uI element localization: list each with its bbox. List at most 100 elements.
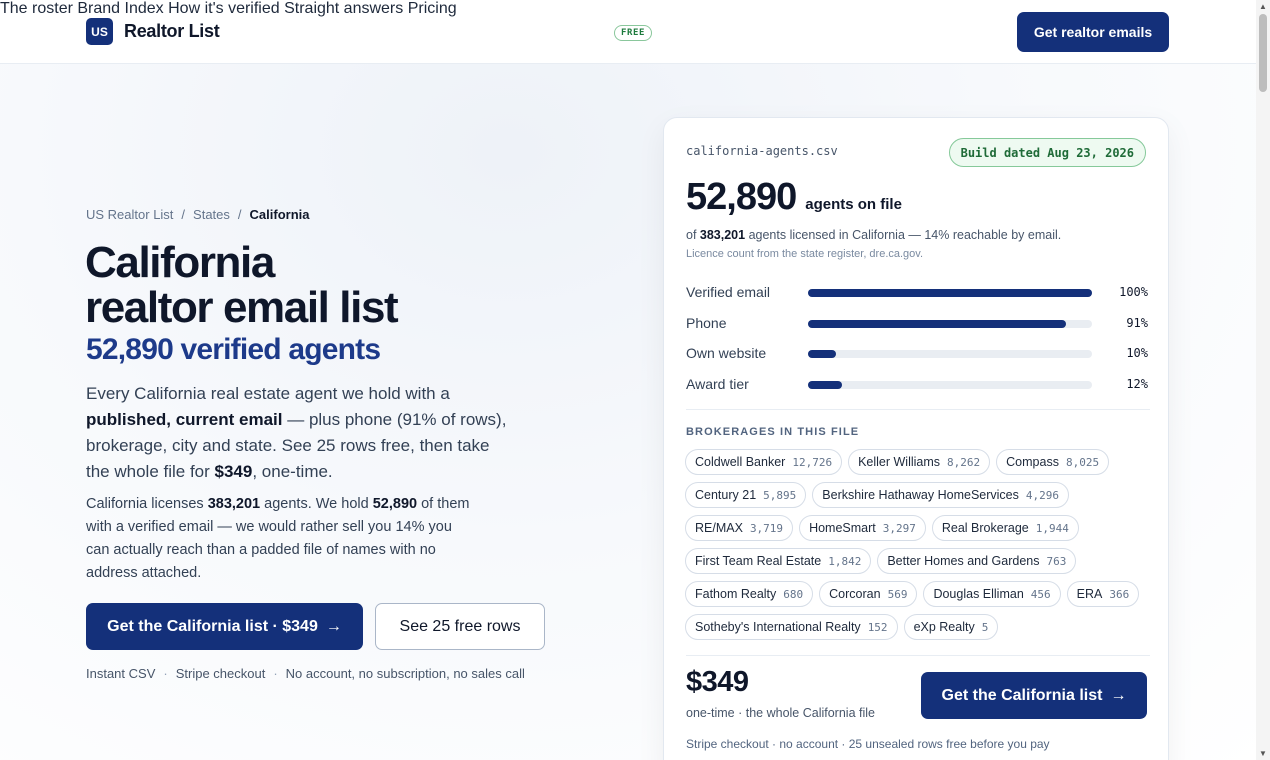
brokerage-name: eXp Realty <box>913 620 975 634</box>
breadcrumb-separator: / <box>181 207 186 222</box>
brokerage-chip[interactable]: First Team Real Estate 1,842 <box>685 548 872 574</box>
get-realtor-emails-button[interactable]: Get realtor emails <box>1017 12 1169 52</box>
brokerage-chip[interactable]: Fathom Realty 680 <box>685 581 814 607</box>
brokerage-count: 152 <box>867 620 888 634</box>
brokerage-name: Berkshire Hathaway HomeServices <box>822 488 1019 502</box>
logo-mark: US <box>86 18 113 45</box>
card-footnote: Stripe checkout · no account · 25 unseal… <box>686 737 1050 751</box>
logo[interactable]: US Realtor List <box>86 18 220 45</box>
brokerage-count: 569 <box>887 587 908 601</box>
nav-link-straight-answers[interactable]: Straight answers <box>284 0 404 17</box>
top-nav-bar: US Realtor List The roster Brand Index F… <box>0 0 1256 64</box>
brokerage-chip[interactable]: Corcoran 569 <box>819 581 918 607</box>
logo-text: Realtor List <box>124 21 220 41</box>
brokerage-chip[interactable]: Compass 8,025 <box>996 449 1110 475</box>
brokerage-count: 8,262 <box>947 455 981 469</box>
coverage-label: Own website <box>686 345 767 361</box>
brokerage-name: Century 21 <box>695 488 757 502</box>
scroll-down-icon[interactable]: ▼ <box>1259 749 1267 758</box>
nav-link-pricing[interactable]: Pricing <box>407 0 457 17</box>
coverage-percent: 10% <box>1126 346 1148 360</box>
coverage-fill <box>808 289 1092 297</box>
brokerage-name: HomeSmart <box>809 521 876 535</box>
breadcrumb-states[interactable]: States <box>193 207 230 222</box>
coverage-label: Phone <box>686 314 727 331</box>
brokerage-chip[interactable]: ERA 366 <box>1066 581 1140 607</box>
price-subtext: one-time · the whole California file <box>686 706 875 720</box>
brokerage-name: Sotheby's International Realty <box>695 620 861 634</box>
brokerage-count: 3,297 <box>882 521 916 535</box>
brokerage-name: ERA <box>1076 587 1103 601</box>
brokerage-count: 4,296 <box>1025 488 1060 502</box>
lede-paragraph: Every California real estate agent we ho… <box>86 384 507 481</box>
brokerage-count: 366 <box>1109 587 1130 601</box>
brokerage-count: 5,895 <box>763 488 797 502</box>
brokerage-count: 1,842 <box>828 554 862 568</box>
brokerage-count: 456 <box>1030 587 1051 601</box>
coverage-bars: Verified email 100% Phone 91% Own website 10%… <box>686 282 1148 404</box>
checkout-footnote: Instant CSV · Stripe checkout · No accou… <box>86 666 525 681</box>
breadcrumb-current: California <box>249 207 310 222</box>
brokerage-chip[interactable]: Century 21 5,895 <box>685 482 807 508</box>
brokerage-count: 3,719 <box>749 521 784 535</box>
brokerage-chip[interactable]: Real Brokerage 1,944 <box>931 515 1079 541</box>
file-name: california-agents.csv <box>686 144 838 158</box>
arrow-right-icon: → <box>325 617 342 635</box>
coverage-track <box>808 380 1092 389</box>
licensing-paragraph: California licenses 383,201 agents. We h… <box>86 496 470 581</box>
brokerage-name: Better Homes and Gardens <box>887 554 1040 568</box>
licence-source: Licence count from the state register, d… <box>686 248 924 260</box>
card-get-california-list-button[interactable]: Get the California list → <box>921 672 1147 719</box>
breadcrumb: US Realtor List / States / California <box>86 207 310 222</box>
scrollbar[interactable]: ▲ ▼ <box>1256 0 1270 760</box>
coverage-percent: 91% <box>1126 315 1148 330</box>
coverage-track <box>808 289 1092 297</box>
brokerage-chip[interactable]: HomeSmart 3,297 <box>799 515 926 541</box>
nav-link-how-verified[interactable]: How it's verified <box>168 0 280 17</box>
brokerage-name: Real Brokerage <box>941 521 1029 535</box>
file-summary-card: california-agents.csv Build dated Aug 23… <box>663 117 1169 760</box>
brokerage-name: First Team Real Estate <box>695 554 822 568</box>
free-badge: FREE <box>614 25 653 41</box>
coverage-row: Phone 91% <box>686 313 1148 344</box>
arrow-right-icon: → <box>1110 686 1127 704</box>
brokerage-chip[interactable]: RE/MAX 3,719 <box>685 515 794 541</box>
coverage-percent: 12% <box>1126 376 1148 391</box>
get-california-list-button[interactable]: Get the California list · $349 → <box>86 603 363 650</box>
brokerage-chip[interactable]: Keller Williams 8,262 <box>848 449 991 475</box>
nav-link-brand-index[interactable]: Brand Index <box>77 0 164 17</box>
breadcrumb-home[interactable]: US Realtor List <box>86 207 174 222</box>
price: $349 <box>686 666 749 698</box>
brokerage-chip[interactable]: Coldwell Banker 12,726 <box>685 449 843 475</box>
brokerage-count: 1,944 <box>1035 521 1069 535</box>
scroll-up-icon[interactable]: ▲ <box>1259 2 1267 11</box>
brokerage-chip[interactable]: Better Homes and Gardens 763 <box>877 548 1077 574</box>
agent-count: 52,890 agents on file <box>686 176 902 218</box>
brokerage-count: 8,025 <box>1065 455 1100 469</box>
brokerage-count: 12,726 <box>792 455 833 469</box>
coverage-percent: 100% <box>1119 285 1148 299</box>
coverage-row: Verified email 100% <box>686 282 1148 313</box>
divider <box>686 409 1150 410</box>
brokerage-chip[interactable]: Douglas Elliman 456 <box>923 581 1061 607</box>
see-free-rows-button[interactable]: See 25 free rows <box>375 603 545 650</box>
brokerage-count: 680 <box>783 587 804 601</box>
coverage-fill <box>808 350 837 358</box>
nav-link-roster[interactable]: The roster <box>0 0 73 17</box>
brokerage-name: Corcoran <box>829 587 881 601</box>
brokerage-chip[interactable]: Berkshire Hathaway HomeServices 4,296 <box>812 482 1070 508</box>
title-line-2: realtor email list <box>85 283 399 332</box>
page-title: California realtor email list <box>85 240 605 330</box>
title-line-1: California <box>85 238 275 287</box>
brokerage-chips: Coldwell Banker 12,726 Keller Williams 8,26… <box>685 449 1153 640</box>
brokerage-name: Compass <box>1006 455 1059 469</box>
coverage-label: Verified email <box>686 284 771 300</box>
coverage-row: Award tier 12% <box>686 374 1148 405</box>
scroll-thumb[interactable] <box>1259 14 1267 92</box>
brokerages-heading: BROKERAGES IN THIS FILE <box>686 426 860 438</box>
coverage-track <box>808 319 1092 328</box>
brokerage-chip[interactable]: Sotheby's International Realty 152 <box>685 614 898 640</box>
brokerage-count: 763 <box>1046 554 1067 568</box>
page-subtitle: 52,890 verified agents <box>86 333 381 366</box>
brokerage-chip[interactable]: eXp Realty 5 <box>903 614 999 640</box>
